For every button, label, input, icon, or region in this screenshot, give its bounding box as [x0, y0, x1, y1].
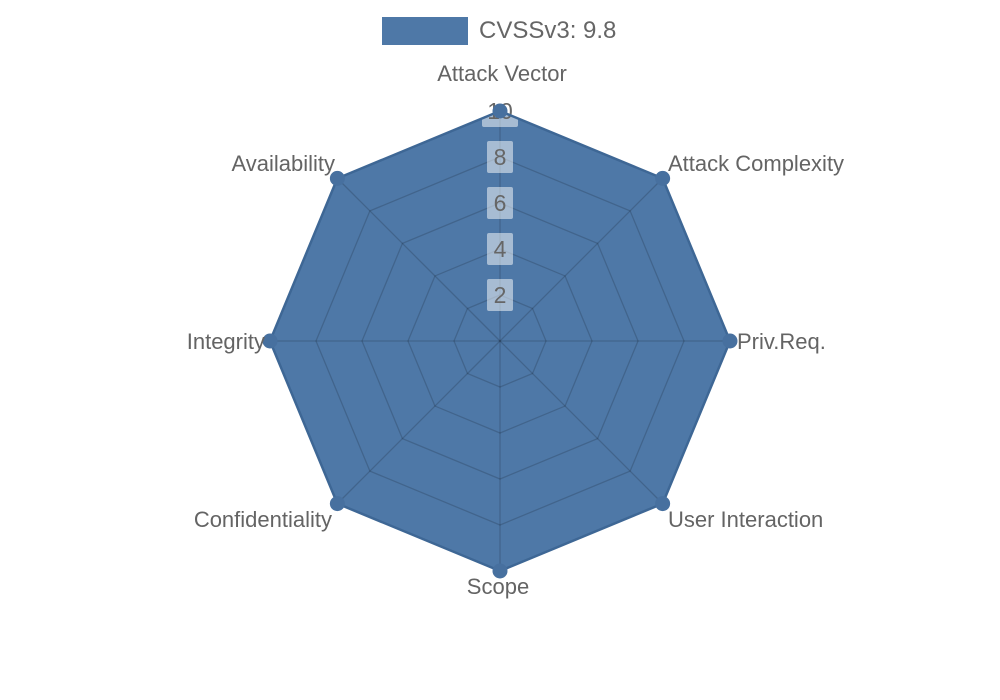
series-vertex-marker — [329, 496, 345, 512]
legend-swatch — [382, 17, 468, 45]
axis-label-integrity: Integrity — [187, 329, 265, 354]
axis-label-user-interaction: User Interaction — [668, 507, 823, 532]
axis-label-scope: Scope — [467, 574, 529, 599]
radar-grid-ring — [407, 248, 593, 434]
radar-axis-spoke — [499, 340, 664, 505]
series-vertex-marker — [655, 170, 671, 186]
legend-item[interactable]: CVSSv3: 9.8 — [382, 17, 616, 45]
radar-grid-ring — [453, 294, 547, 388]
radial-tick-label: 8 — [494, 144, 507, 170]
axis-label-confidentiality: Confidentiality — [194, 507, 332, 532]
series-vertex-marker — [722, 333, 738, 349]
axis-label-availability: Availability — [231, 151, 335, 176]
series-vertex-marker — [655, 496, 671, 512]
radial-tick-label: 4 — [494, 236, 507, 262]
radial-tick-box — [487, 187, 513, 219]
axis-label-attack-vector: Attack Vector — [437, 61, 567, 86]
radial-tick-label: 6 — [494, 190, 507, 216]
radar-grid-ring — [361, 202, 639, 480]
axis-label-attack-complexity: Attack Complexity — [668, 151, 844, 176]
radial-tick-label: 2 — [494, 282, 507, 308]
radial-tick-box — [487, 279, 513, 311]
radial-tick-box — [487, 233, 513, 265]
series-vertex-marker — [492, 103, 508, 119]
radar-grid-ring — [315, 156, 685, 526]
series-vertex-marker — [262, 333, 278, 349]
radar-axis-spoke — [336, 340, 501, 505]
axis-label-priv-req: Priv.Req. — [737, 329, 826, 354]
radial-tick-box — [487, 141, 513, 173]
series-fill-area — [270, 111, 730, 571]
series-vertex-marker — [329, 170, 345, 186]
legend-label: CVSSv3: 9.8 — [479, 17, 617, 44]
series-vertex-marker — [492, 563, 508, 579]
radar-axis-spoke — [336, 177, 501, 342]
radar-axis-spoke — [499, 177, 664, 342]
